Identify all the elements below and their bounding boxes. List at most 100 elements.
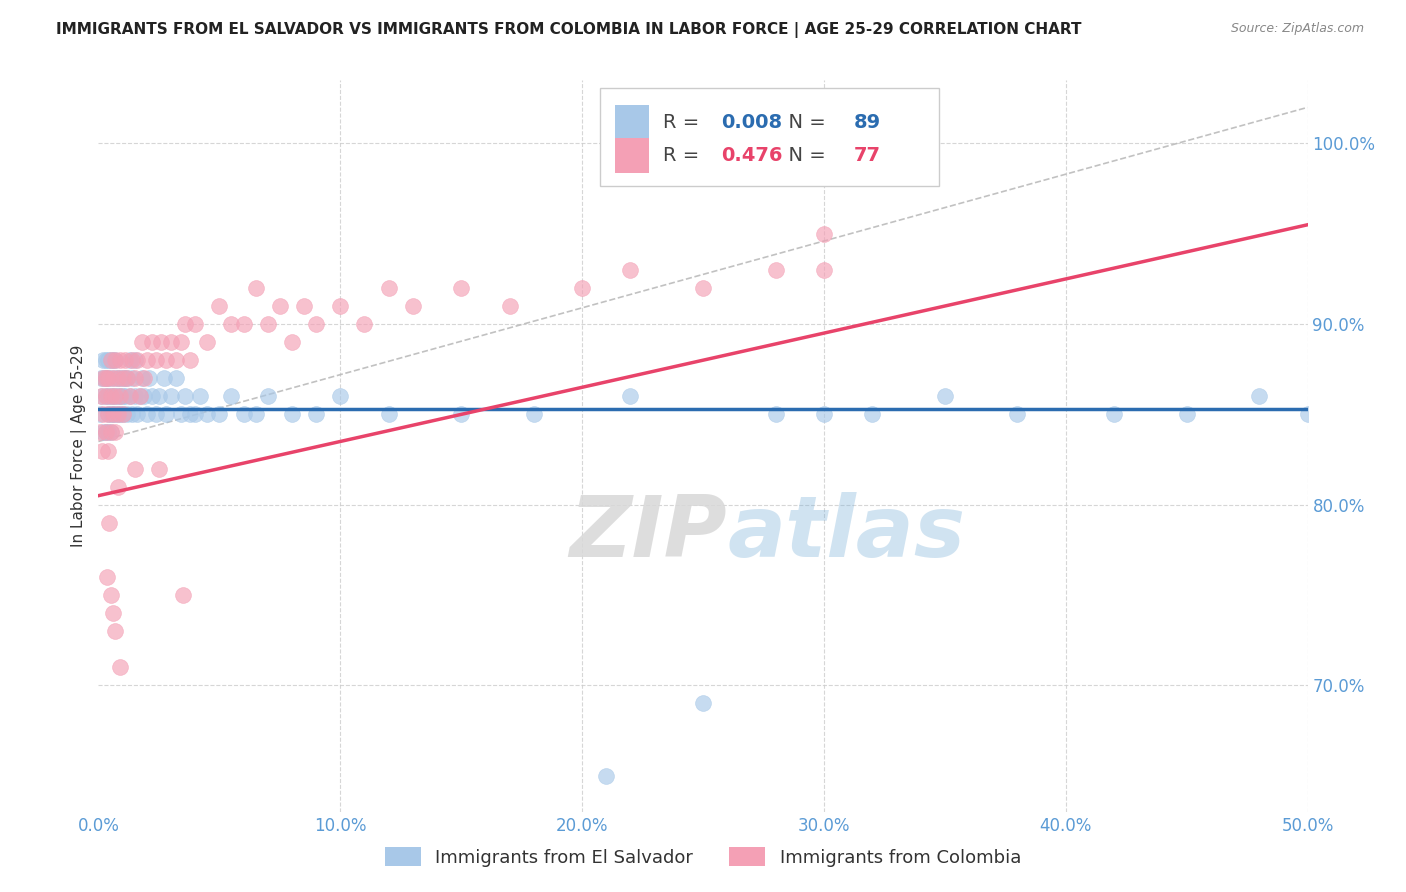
Point: [329, 299, 352, 313]
Point: [450, 281, 472, 295]
Point: [117, 371, 139, 385]
Point: [450, 408, 472, 422]
Point: [148, 461, 170, 475]
Point: [595, 769, 617, 783]
Point: [121, 353, 143, 368]
FancyBboxPatch shape: [600, 87, 939, 186]
Point: [155, 408, 177, 422]
Point: [91, 353, 114, 368]
Point: [128, 389, 150, 403]
Point: [692, 281, 714, 295]
Point: [94, 353, 117, 368]
Point: [104, 624, 127, 639]
Point: [256, 317, 278, 331]
Point: [97, 408, 120, 422]
Point: [104, 408, 127, 422]
Point: [111, 408, 134, 422]
Text: R =: R =: [664, 113, 706, 132]
Point: [269, 299, 291, 313]
Text: R =: R =: [664, 146, 706, 165]
Point: [108, 371, 131, 385]
Point: [104, 389, 127, 403]
Point: [141, 389, 163, 403]
Point: [118, 389, 141, 403]
Point: [135, 353, 157, 368]
Point: [108, 353, 131, 368]
Point: [148, 389, 170, 403]
Point: [127, 353, 149, 368]
Point: [377, 281, 399, 295]
Point: [619, 263, 641, 277]
Point: [184, 408, 207, 422]
Point: [305, 317, 328, 331]
Point: [108, 389, 131, 403]
Point: [94, 389, 117, 403]
Point: [107, 371, 129, 385]
Point: [172, 588, 194, 602]
Point: [93, 371, 115, 385]
Point: [1102, 408, 1125, 422]
Point: [104, 371, 127, 385]
Point: [174, 317, 197, 331]
Point: [124, 371, 146, 385]
Point: [1249, 389, 1271, 403]
Point: [121, 408, 143, 422]
Point: [94, 425, 117, 440]
Point: [329, 389, 352, 403]
Point: [813, 263, 835, 277]
Point: [124, 389, 146, 403]
Point: [97, 443, 120, 458]
Point: [402, 299, 425, 313]
Point: [101, 353, 124, 368]
Point: [118, 389, 141, 403]
Point: [90, 371, 112, 385]
Point: [96, 570, 118, 584]
Point: [131, 371, 153, 385]
Point: [860, 408, 883, 422]
Point: [1175, 408, 1198, 422]
Point: [100, 408, 122, 422]
Point: [281, 408, 304, 422]
Point: [91, 443, 114, 458]
Point: [160, 335, 183, 350]
Point: [184, 317, 207, 331]
Point: [124, 353, 146, 368]
Point: [104, 353, 127, 368]
Point: [101, 408, 124, 422]
Point: [94, 371, 117, 385]
Text: 77: 77: [855, 146, 882, 165]
Point: [765, 263, 787, 277]
Point: [91, 425, 114, 440]
Point: [91, 371, 114, 385]
Point: [97, 425, 120, 440]
Point: [1296, 408, 1319, 422]
Point: [97, 371, 120, 385]
Point: [232, 317, 254, 331]
Point: [97, 389, 120, 403]
Point: [101, 408, 124, 422]
Point: [165, 371, 187, 385]
Point: [692, 697, 714, 711]
Point: [377, 408, 399, 422]
Point: [523, 408, 546, 422]
Point: [174, 389, 197, 403]
Point: [91, 408, 114, 422]
Point: [107, 480, 129, 494]
FancyBboxPatch shape: [614, 105, 648, 140]
Point: [100, 353, 122, 368]
Point: [108, 408, 131, 422]
Point: [97, 408, 120, 422]
Text: N =: N =: [776, 146, 831, 165]
Point: [97, 371, 120, 385]
Point: [134, 371, 156, 385]
Point: [104, 353, 127, 368]
Point: [94, 389, 117, 403]
Legend: Immigrants from El Salvador, Immigrants from Colombia: Immigrants from El Salvador, Immigrants …: [378, 840, 1028, 874]
Point: [188, 389, 211, 403]
Point: [127, 408, 149, 422]
Point: [90, 389, 112, 403]
Point: [245, 281, 267, 295]
Point: [1007, 408, 1029, 422]
Text: 89: 89: [855, 113, 882, 132]
Point: [97, 353, 120, 368]
